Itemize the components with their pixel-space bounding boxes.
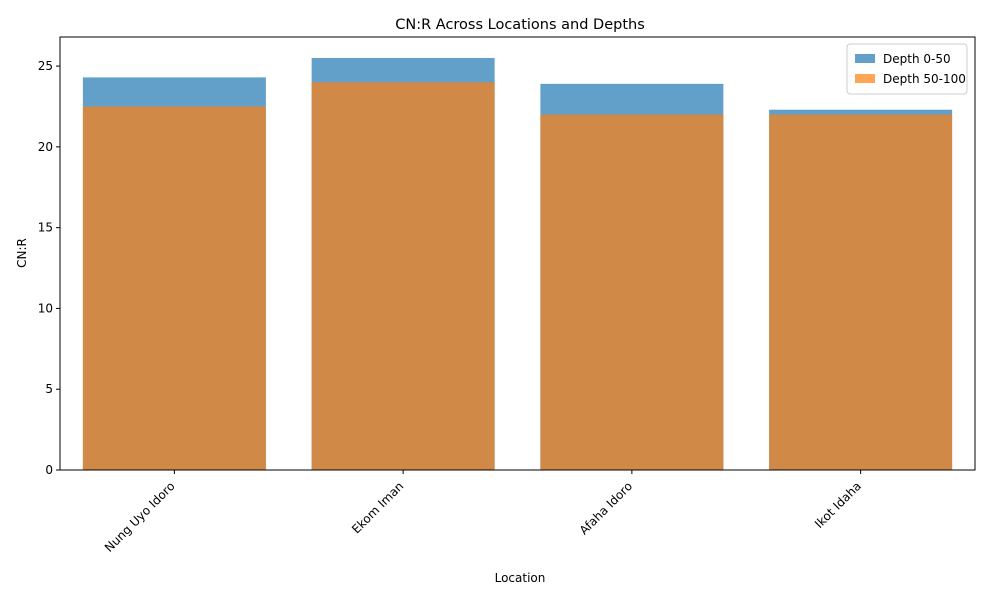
axes-layer [59, 36, 976, 471]
legend-label-2: Depth 50-100 [883, 72, 966, 86]
y-tick-label-4: 15 [38, 221, 53, 235]
x-tick-label-3: Afaha Idoro [577, 479, 635, 537]
bar-series-2-1 [82, 106, 266, 470]
legend-swatch-2 [855, 74, 875, 83]
bars-layer [82, 58, 953, 471]
x-tick-label-2: Ekom Iman [349, 479, 406, 536]
legend-swatch-1 [855, 54, 875, 63]
x-ticks: Nung Uyo Idoro Ekom Iman Afaha Idoro Ikot I… [102, 470, 864, 555]
x-axis-label: Location [495, 571, 546, 585]
plot-frame [59, 36, 976, 471]
chart-title: CN:R Across Locations and Depths [395, 17, 645, 33]
y-tick-label-2: 5 [45, 382, 53, 396]
legend-label-1: Depth 0-50 [883, 52, 951, 66]
bar-series-2-3 [540, 114, 724, 470]
y-tick-label-6: 25 [38, 59, 53, 73]
bar-series-2-2 [311, 82, 495, 471]
y-axis-label: CN:R [15, 238, 29, 268]
legend: Depth 0-50 Depth 50-100 [846, 43, 968, 95]
y-tick-label-3: 10 [38, 301, 53, 315]
x-tick-label-4: Ikot Idaha [812, 479, 864, 531]
y-tick-label-5: 20 [38, 140, 53, 154]
y-tick-label-1: 0 [45, 463, 53, 477]
legend-box [846, 43, 968, 95]
bar-series-2-4 [769, 114, 953, 470]
x-tick-label-1: Nung Uyo Idoro [102, 479, 178, 555]
y-ticks: 0 5 10 15 20 25 [38, 59, 60, 477]
